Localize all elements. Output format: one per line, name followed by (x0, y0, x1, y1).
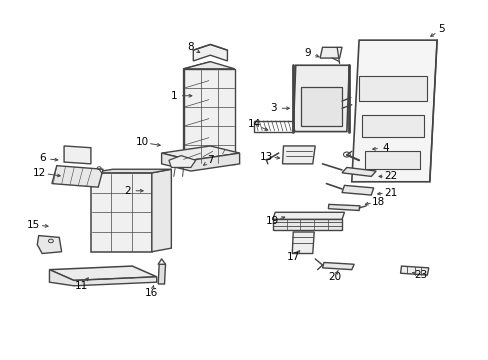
Text: 18: 18 (371, 197, 385, 207)
Polygon shape (361, 116, 423, 137)
Text: 8: 8 (187, 42, 194, 52)
Polygon shape (254, 121, 293, 132)
Polygon shape (358, 76, 427, 101)
Polygon shape (158, 264, 165, 284)
Text: 17: 17 (286, 252, 299, 262)
Text: 19: 19 (265, 216, 279, 226)
Text: 11: 11 (74, 281, 87, 291)
Polygon shape (49, 266, 157, 280)
Polygon shape (272, 212, 344, 220)
Text: 13: 13 (259, 152, 272, 162)
Polygon shape (183, 62, 210, 164)
Polygon shape (161, 153, 239, 171)
Polygon shape (328, 204, 359, 211)
Text: 4: 4 (382, 143, 388, 153)
Polygon shape (320, 47, 341, 58)
Polygon shape (52, 166, 103, 187)
Polygon shape (37, 235, 61, 253)
Text: 14: 14 (247, 120, 260, 129)
Polygon shape (351, 40, 436, 182)
Polygon shape (400, 266, 428, 275)
Text: 9: 9 (304, 48, 310, 58)
Polygon shape (183, 69, 234, 164)
Polygon shape (292, 232, 314, 253)
Polygon shape (272, 220, 341, 230)
Polygon shape (341, 185, 373, 195)
Polygon shape (91, 169, 171, 173)
Polygon shape (193, 44, 227, 61)
Text: 15: 15 (27, 220, 41, 230)
Text: 6: 6 (39, 153, 45, 163)
Text: 21: 21 (384, 188, 397, 198)
Polygon shape (161, 146, 239, 160)
Text: 2: 2 (124, 186, 130, 196)
Polygon shape (322, 262, 353, 270)
Polygon shape (168, 156, 195, 167)
Text: 23: 23 (413, 270, 427, 280)
Text: 1: 1 (170, 91, 177, 101)
Text: 10: 10 (135, 138, 148, 147)
Text: 12: 12 (33, 168, 46, 178)
Polygon shape (64, 146, 91, 164)
Text: 22: 22 (384, 171, 397, 181)
Polygon shape (300, 87, 341, 126)
Text: 5: 5 (438, 24, 445, 35)
Polygon shape (91, 173, 152, 252)
Polygon shape (293, 65, 348, 132)
Polygon shape (365, 151, 419, 169)
Polygon shape (152, 169, 171, 252)
Text: 7: 7 (206, 155, 213, 165)
Polygon shape (282, 146, 315, 164)
Text: 16: 16 (145, 288, 158, 298)
Polygon shape (49, 270, 157, 286)
Polygon shape (183, 62, 234, 69)
Text: 20: 20 (327, 272, 341, 282)
Text: 3: 3 (270, 103, 277, 113)
Polygon shape (341, 167, 375, 176)
